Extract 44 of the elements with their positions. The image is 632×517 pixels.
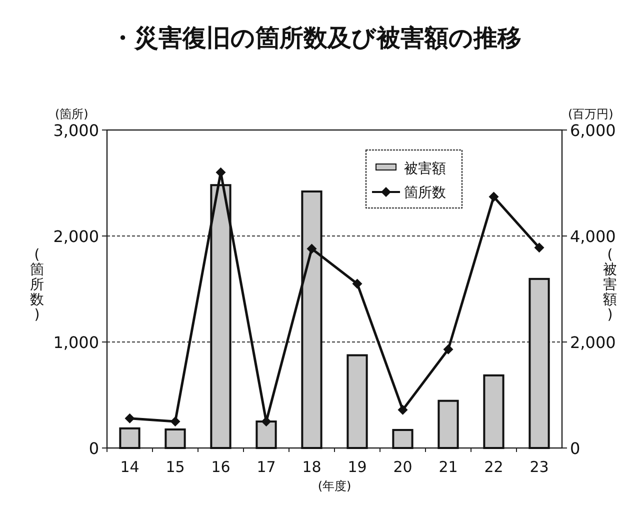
point [261,416,272,426]
x-tick-label: 17 [256,458,276,476]
point [124,413,135,424]
x-tick-label: 21 [438,458,458,476]
y2-tick-label: 4,000 [570,227,616,246]
point [306,244,317,254]
bar [346,354,368,449]
y-tick-label: 3,000 [53,121,99,140]
chart-title: ・災害復旧の箇所数及び被害額の推移 [110,24,522,52]
bar [392,428,414,449]
bar [438,400,459,449]
point [216,167,226,178]
point [398,404,408,415]
bar [483,374,504,449]
x-tick-label: 20 [393,458,412,476]
x-tick-label: 16 [211,458,230,476]
point [534,242,544,253]
text: (箇所) [55,107,88,121]
y-tick-label: 0 [88,439,99,458]
x-tick-label: 22 [484,458,504,476]
legend-label: 被害額 [404,161,446,177]
x-tick-label: 14 [120,458,140,476]
x-tick-label: 15 [166,458,185,476]
y-tick-label: 1,000 [53,333,99,352]
bar [256,420,277,449]
y-axis-title: (箇所数) [30,247,44,323]
bar [119,427,140,449]
point [170,416,180,426]
bar [164,428,186,449]
x-tick-label: 18 [302,458,322,476]
y2-tick-label: 0 [570,439,580,458]
y2-axis-title: (被害額) [603,247,617,323]
x-tick-label: 19 [348,458,367,476]
y2-tick-label: 2,000 [570,333,616,352]
point [352,278,362,289]
x-axis-title: (年度) [318,479,352,493]
y-tick-label: 2,000 [53,227,99,246]
y2-tick-label: 6,000 [570,121,616,140]
text: (百万円) [568,107,614,121]
point [443,344,454,354]
legend-label: 箇所数 [404,185,446,201]
bar [528,278,550,449]
point [488,192,499,202]
x-tick-label: 23 [530,458,549,476]
